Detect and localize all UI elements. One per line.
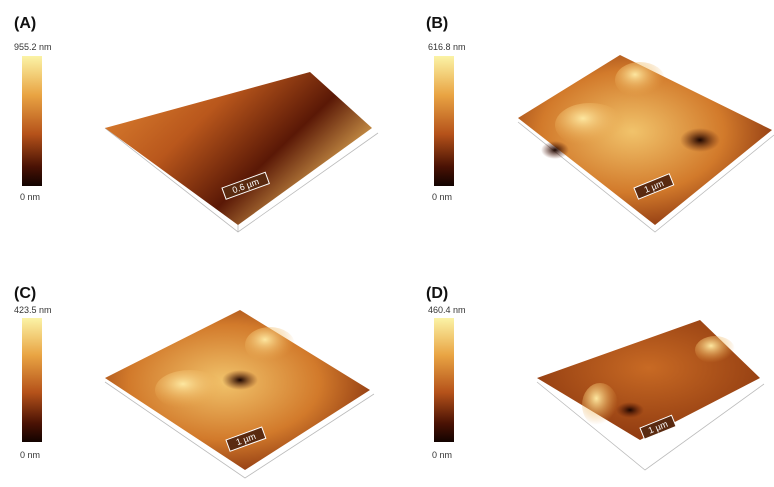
panel-d: (D) 460.4 nm 0 nm 1 µm	[426, 285, 764, 470]
colorbar	[22, 56, 42, 186]
colorbar-max: 955.2 nm	[14, 42, 52, 52]
colorbar	[22, 318, 42, 442]
surface-feature	[541, 141, 569, 159]
surface-feature	[555, 103, 625, 147]
surface	[537, 320, 760, 440]
colorbar-min: 0 nm	[432, 450, 452, 460]
colorbar-max: 423.5 nm	[14, 305, 52, 315]
surface-feature	[680, 128, 720, 152]
panel-b: (B) 616.8 nm 0 nm 1 µm	[426, 15, 774, 232]
surface-feature	[222, 370, 258, 390]
surface-feature	[155, 370, 225, 410]
panel-label: (C)	[14, 285, 36, 302]
surface-feature	[695, 336, 735, 364]
colorbar	[434, 56, 454, 186]
colorbar-max: 616.8 nm	[428, 42, 466, 52]
colorbar-min: 0 nm	[432, 192, 452, 202]
panel-label: (B)	[426, 15, 448, 32]
colorbar-min: 0 nm	[20, 450, 40, 460]
colorbar-max: 460.4 nm	[428, 305, 466, 315]
colorbar	[434, 318, 454, 442]
panel-c: (C) 423.5 nm 0 nm 1 µm	[14, 285, 374, 478]
panel-a: (A) 955.2 nm 0 nm 0.6 µm	[14, 15, 378, 232]
surface	[105, 72, 372, 225]
colorbar-min: 0 nm	[20, 192, 40, 202]
surface-feature	[582, 383, 618, 427]
surface-feature	[615, 62, 665, 98]
surface-feature	[245, 327, 295, 363]
panel-label: (A)	[14, 15, 36, 32]
figure: (A) 955.2 nm 0 nm 0.6 µm (B) 616.8 nm 0 …	[0, 0, 774, 487]
surface-feature	[616, 402, 644, 418]
panel-label: (D)	[426, 285, 448, 302]
